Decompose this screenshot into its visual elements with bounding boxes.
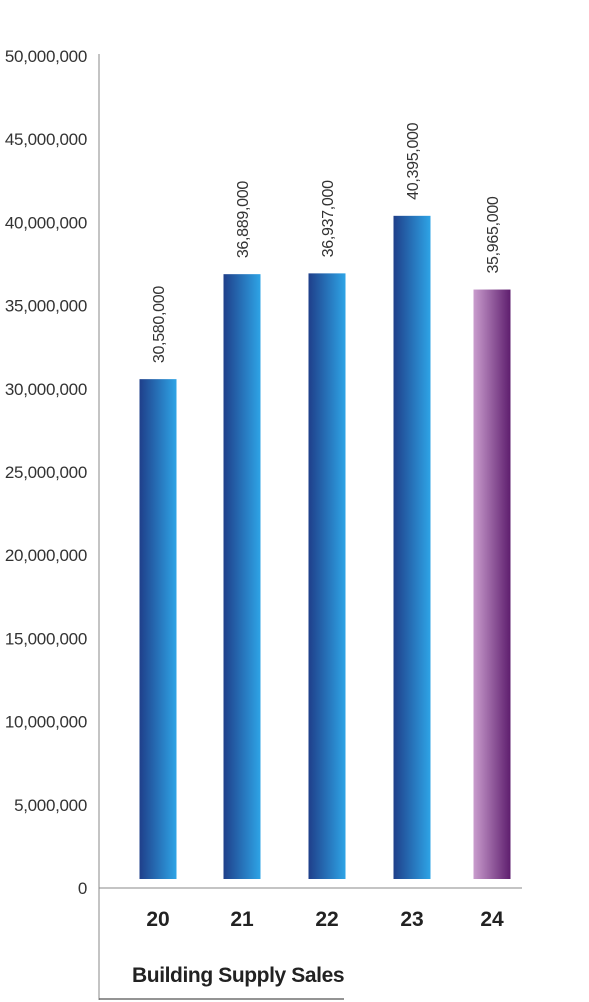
x-category-label: 22 bbox=[315, 908, 338, 931]
x-category-label: 21 bbox=[230, 908, 254, 931]
chart-title-group: Building Supply Sales bbox=[132, 964, 345, 987]
bar-value-label: 30,580,000 bbox=[151, 286, 168, 363]
y-tick-label: 50,000,000 bbox=[5, 47, 87, 66]
y-tick-label: 0 bbox=[78, 879, 87, 898]
y-axis-ticks: 0 5,000,000 10,000,000 15,000,000 20,000,000… bbox=[5, 47, 87, 898]
bar bbox=[308, 273, 346, 880]
bar-value-label: 35,965,000 bbox=[485, 196, 502, 273]
x-category-label: 23 bbox=[400, 908, 423, 931]
chart-title: Building Supply Sales bbox=[132, 964, 344, 987]
y-tick-label: 20,000,000 bbox=[5, 546, 87, 565]
data-labels: 30,580,000 36,889,000 36,937,000 40,395,000… bbox=[151, 122, 502, 363]
y-tick-label: 35,000,000 bbox=[5, 297, 87, 316]
x-category-label: 20 bbox=[146, 908, 169, 931]
bar bbox=[393, 215, 431, 879]
bar-value-label: 36,937,000 bbox=[320, 180, 337, 257]
bar-value-label: 40,395,000 bbox=[405, 122, 422, 199]
y-tick-label: 45,000,000 bbox=[5, 130, 87, 149]
x-category-label: 24 bbox=[480, 908, 504, 931]
y-tick-label: 25,000,000 bbox=[5, 463, 87, 482]
bar-value-label: 36,889,000 bbox=[235, 181, 252, 258]
y-tick-label: 10,000,000 bbox=[5, 713, 87, 732]
y-tick-label: 15,000,000 bbox=[5, 629, 87, 648]
y-tick-label: 30,000,000 bbox=[5, 380, 87, 399]
y-tick-label: 40,000,000 bbox=[5, 213, 87, 232]
y-tick-label: 5,000,000 bbox=[14, 796, 87, 815]
chart-axes bbox=[98, 54, 522, 1000]
x-axis-labels: 20 21 22 23 24 bbox=[146, 908, 504, 931]
bar bbox=[223, 274, 261, 879]
bar-series bbox=[139, 215, 511, 880]
bar bbox=[473, 289, 511, 880]
bar bbox=[139, 379, 177, 879]
